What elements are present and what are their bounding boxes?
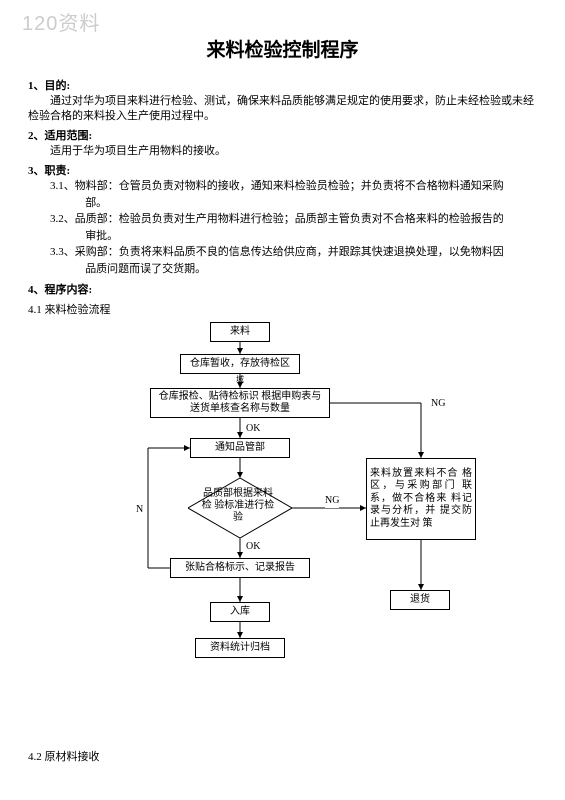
section-2-body: 适用于华为项目生产用物料的接收。 <box>28 144 537 159</box>
flow-node-archive: 资料统计归档 <box>195 638 285 658</box>
flow-node-notify-qc: 通知品管部 <box>190 438 290 458</box>
label-ng-1: NG <box>325 494 339 508</box>
duty-3: 3.3、采购部：负责将来料品质不良的信息传达给供应商，并跟踪其快速退换处理，以免… <box>28 245 537 260</box>
section-purpose: 1、目的: 通过对华为项目来料进行检验、测试，确保来料品质能够满足规定的使用要求… <box>28 79 537 125</box>
label-ok-2: OK <box>246 540 260 554</box>
flow-decision-inspect: 品质部根据来料检 验标准进行检验 <box>188 478 288 534</box>
duty-1-cont: 部。 <box>28 196 537 211</box>
section-4-1-heading: 4.1 来料检验流程 <box>28 303 537 318</box>
flow-node-incoming: 来料 <box>210 322 270 342</box>
page-title: 来料检验控制程序 <box>28 38 537 65</box>
flow-node-warehouse: 入库 <box>210 602 270 622</box>
section-2-heading: 2、适用范围: <box>28 130 92 142</box>
flow-node-temp-store-sub: 域 <box>236 374 244 385</box>
flow-node-return: 退货 <box>390 590 450 610</box>
flow-node-pass-label: 张贴合格标示、记录报告 <box>170 558 310 578</box>
duty-1: 3.1、物料部：仓管员负责对物料的接收，通知来料检验员检验；并负责将不合格物料通… <box>28 179 537 194</box>
flow-node-temp-store: 仓库暂收，存放待检区 <box>180 354 300 374</box>
label-ng-2: NG <box>431 397 445 411</box>
section-1-heading: 1、目的: <box>28 80 70 92</box>
watermark: 120资料 <box>22 10 100 38</box>
section-1-body: 通过对华为项目来料进行检验、测试，确保来料品质能够满足规定的使用要求，防止未经检… <box>28 94 537 125</box>
section-4-2-heading: 4.2 原材料接收 <box>28 750 537 765</box>
duty-2-cont: 审批。 <box>28 229 537 244</box>
section-duties: 3、职责: 3.1、物料部：仓管员负责对物料的接收，通知来料检验员检验；并负责将… <box>28 164 537 278</box>
section-4-heading: 4、程序内容: <box>28 283 537 298</box>
label-ok-1: OK <box>246 422 260 436</box>
section-scope: 2、适用范围: 适用于华为项目生产用物料的接收。 <box>28 129 537 160</box>
flowchart: 来料 仓库暂收，存放待检区 域 仓库报检、贴待检标识 根据申购表与送货单核查名称… <box>28 322 537 732</box>
flow-decision-text: 品质部根据来料检 验标准进行检验 <box>188 478 288 534</box>
duty-3-cont: 品质问题而误了交货期。 <box>28 262 537 277</box>
label-n: N <box>136 503 143 517</box>
flow-node-ng-handle: 来料放置来料不合 格区，与采购部门 联系，做不合格来 料记录与分析，并 提交防止… <box>366 458 476 540</box>
flow-node-report-check: 仓库报检、贴待检标识 根据申购表与送货单核查名称与数量 <box>150 388 330 418</box>
duty-2: 3.2、品质部：检验员负责对生产用物料进行检验；品质部主管负责对不合格来料的检验… <box>28 212 537 227</box>
flow-node-temp-store-text: 仓库暂收，存放待检区 <box>190 358 290 371</box>
section-3-heading: 3、职责: <box>28 165 70 177</box>
